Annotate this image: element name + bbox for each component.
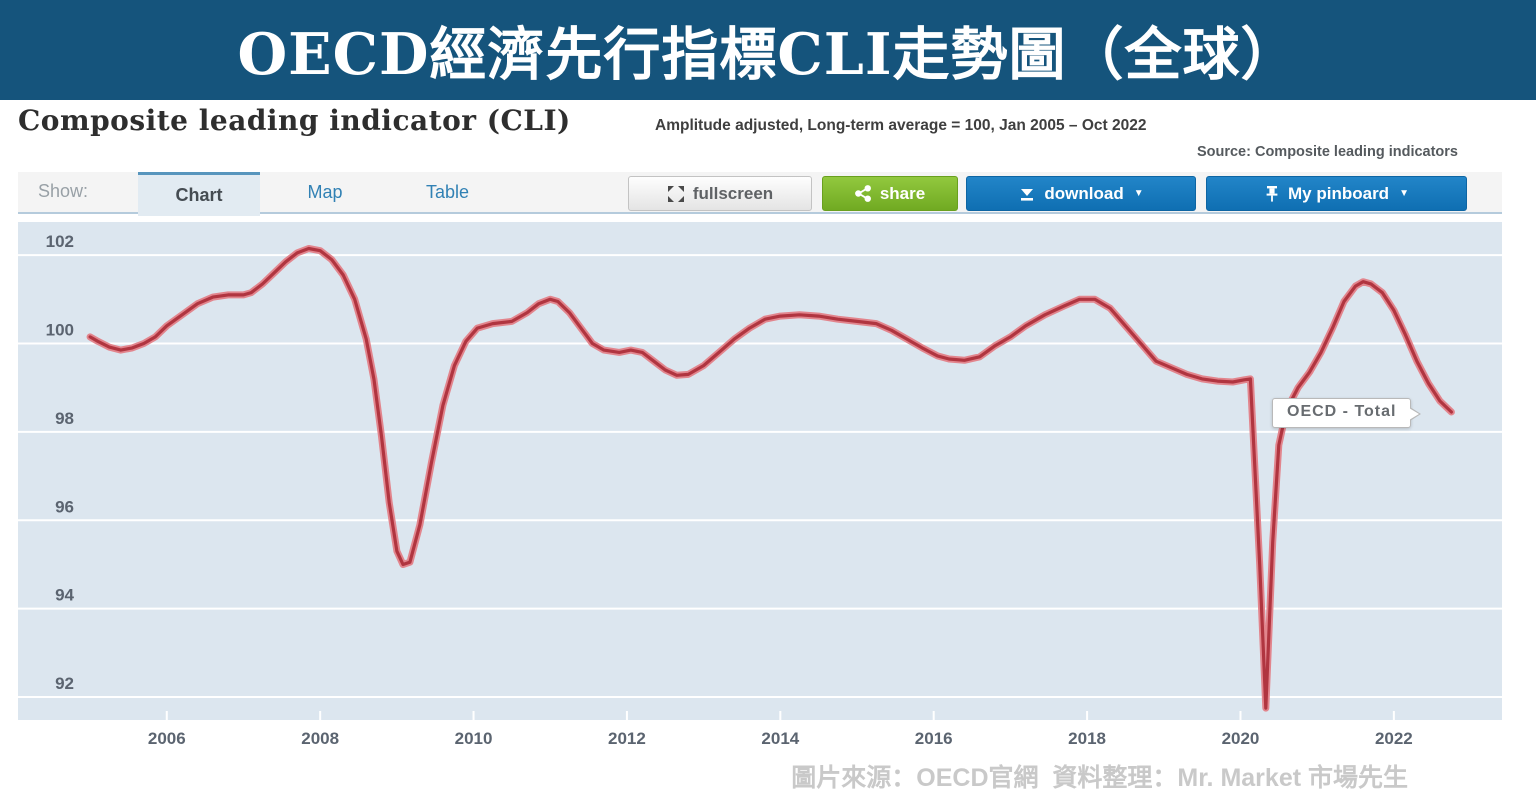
share-icon — [854, 185, 872, 202]
attribution-text: 圖片來源：OECD官網 資料整理：Mr. Market 市場先生 — [791, 764, 1408, 792]
page-title: Composite leading indicator (CLI) — [18, 104, 571, 137]
chart-subtitle: Amplitude adjusted, Long-term average = … — [655, 117, 1147, 134]
pinboard-label: My pinboard — [1288, 183, 1390, 203]
x-axis-label: 2012 — [608, 729, 646, 748]
tab-map[interactable]: Map — [307, 182, 343, 202]
x-axis-label: 2014 — [761, 729, 799, 748]
banner-title: OECD經濟先行指標CLI走勢圖（全球） — [237, 21, 1299, 88]
x-axis-label: 2006 — [148, 729, 186, 748]
tab-table[interactable]: Table — [425, 182, 470, 202]
banner: OECD經濟先行指標CLI走勢圖（全球） — [0, 0, 1536, 100]
share-button[interactable]: share — [822, 176, 958, 211]
x-axis-label: 2010 — [455, 729, 493, 748]
download-button[interactable]: download ▼ — [966, 176, 1196, 211]
cli-chart: 92 94 96 98 100 102 2006 2008 2010 2012 2014 2016 20… — [18, 222, 1502, 748]
chart-area[interactable]: 92 94 96 98 100 102 2006 2008 2010 2012 2014 2016 20… — [18, 222, 1502, 752]
source-label: Source: Composite leading indicators — [1196, 144, 1458, 160]
x-axis-label: 2008 — [301, 729, 339, 748]
tab-chart[interactable]: Chart — [138, 172, 260, 216]
series-tooltip: OECD - Total — [1272, 398, 1423, 428]
y-axis-label: 100 — [46, 321, 74, 340]
series-line — [88, 246, 1453, 710]
x-axis-label: 2022 — [1375, 729, 1413, 748]
fullscreen-button[interactable]: fullscreen — [628, 176, 812, 211]
y-axis-label: 96 — [55, 497, 74, 516]
series-tooltip-label: OECD - Total — [1287, 403, 1397, 420]
pinboard-caret-icon: ▼ — [1399, 188, 1409, 199]
share-label: share — [879, 183, 926, 203]
x-axis-label: 2018 — [1068, 729, 1106, 748]
show-label: Show: — [38, 181, 89, 201]
pinboard-button[interactable]: My pinboard ▼ — [1206, 176, 1467, 211]
x-axis-label: 2020 — [1222, 729, 1260, 748]
fullscreen-label: fullscreen — [692, 183, 774, 203]
y-axis-label: 94 — [55, 586, 74, 605]
download-icon — [1018, 185, 1036, 203]
y-axis-label: 92 — [55, 674, 74, 693]
fullscreen-icon — [667, 185, 685, 203]
download-label: download — [1044, 183, 1124, 203]
y-axis-label: 98 — [55, 409, 74, 428]
y-axis-label: 102 — [46, 232, 74, 251]
download-caret-icon: ▼ — [1133, 188, 1144, 199]
toolbar: Show: Chart Map Table fullscreen — [18, 172, 1502, 216]
pin-icon — [1264, 185, 1280, 202]
x-axis-label: 2016 — [915, 729, 953, 748]
